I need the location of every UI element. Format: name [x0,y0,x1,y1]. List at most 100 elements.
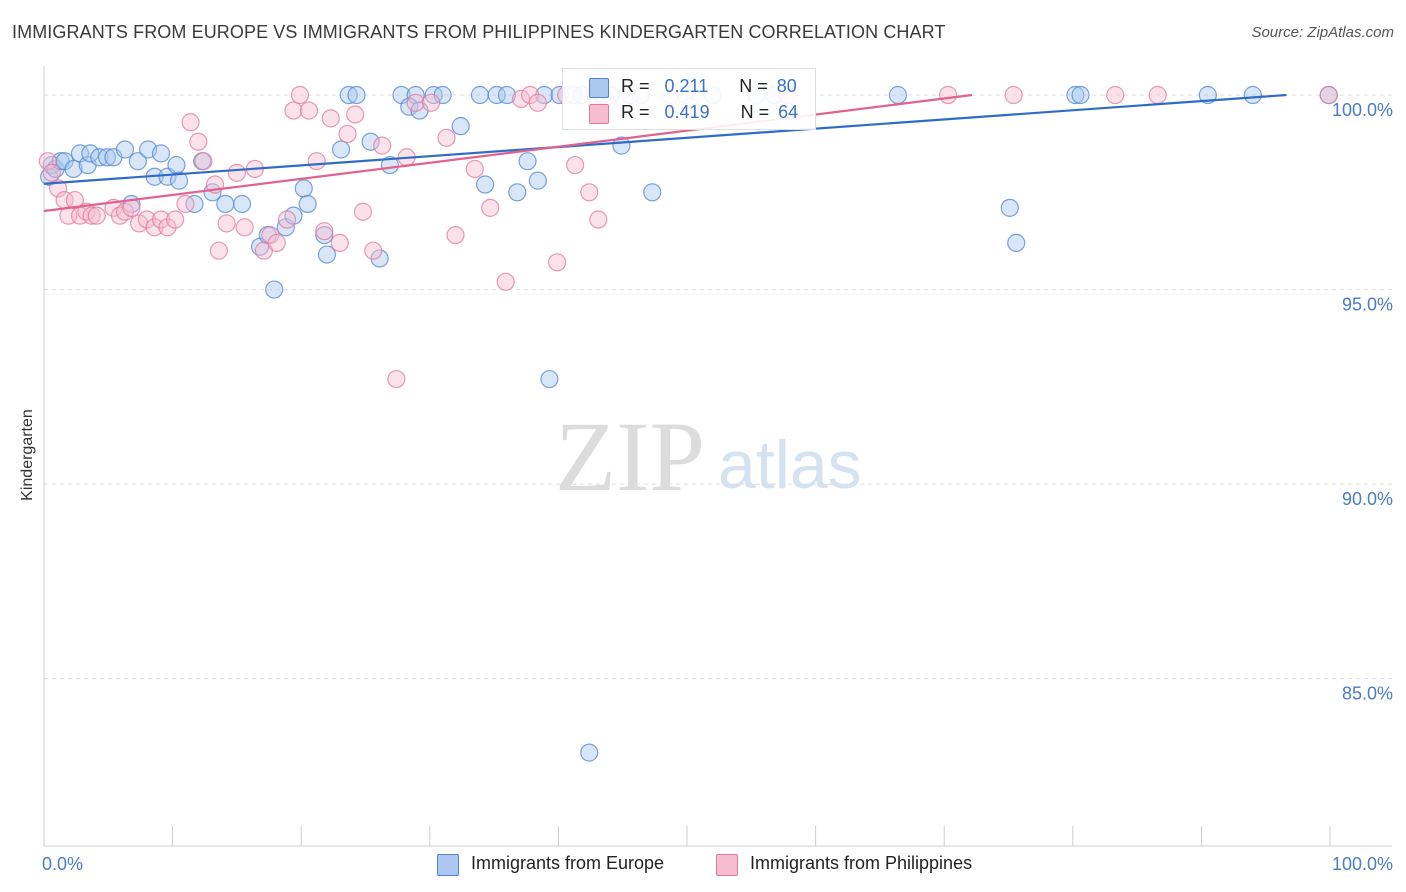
data-point-europe [347,85,366,105]
data-point-europe [643,183,662,202]
data-point-philippines [209,241,228,260]
data-point-europe [265,280,284,299]
data-point-philippines [166,210,185,229]
data-point-philippines [938,85,958,105]
data-point-philippines [387,369,406,389]
data-point-philippines [181,113,200,132]
correlation-legend: R = 0.211 N = 80 R = 0.419 N = 64 [562,68,816,130]
data-point-europe [518,152,537,171]
data-point-philippines [528,93,547,112]
axis-layer [43,66,1392,847]
watermark-atlas: atlas [718,427,862,503]
data-point-europe [151,144,171,163]
data-point-philippines [194,152,213,171]
data-point-philippines [496,272,515,291]
data-point-philippines [217,214,236,233]
chart-title: IMMIGRANTS FROM EUROPE VS IMMIGRANTS FRO… [12,22,946,42]
data-point-philippines [446,225,465,245]
bottom-legend-swatch-europe [437,854,459,876]
grid-layer [44,94,1392,680]
data-point-philippines [548,253,567,272]
data-point-philippines [421,93,441,112]
data-point-europe [331,140,351,159]
data-point-philippines [521,85,540,105]
data-point-europe [475,175,495,194]
legend-swatch-philippines [589,104,609,124]
watermark-zip: ZIP [555,401,705,512]
data-point-philippines [299,101,319,120]
x-tick-label: 100.0% [1332,854,1393,874]
data-point-europe [1000,198,1019,217]
trend-line-philippines [43,93,973,213]
data-point-europe [128,152,147,171]
data-point-europe [315,225,334,245]
data-point-philippines [227,163,246,182]
data-point-philippines [235,218,254,237]
watermark: ZIP atlas [555,401,862,512]
data-point-philippines [42,163,61,182]
data-point-europe [90,148,109,167]
data-point-europe [339,85,358,105]
data-point-europe [470,85,490,105]
data-point-europe [361,132,380,151]
data-point-philippines [373,136,392,155]
data-point-philippines [315,222,334,241]
data-point-philippines [137,210,156,229]
x-tick-label: 0.0% [42,854,83,874]
legend-text-philippines: R = 0.419 N = 64 [621,102,798,123]
data-point-philippines [338,124,357,144]
data-point-philippines [465,159,484,179]
data-point-philippines [566,155,585,175]
data-point-philippines [1004,85,1023,105]
tick-label-layer: 100.0% 95.0% 90.0% 85.0% 0.0% 100.0% [42,100,1393,874]
data-point-europe [216,194,235,214]
data-point-philippines [87,206,106,225]
legend-n-europe: 80 [776,76,797,96]
data-point-europe [1071,85,1090,105]
data-point-philippines [346,105,365,124]
data-point-philippines [307,152,326,171]
data-point-philippines [267,233,286,252]
data-point-europe [487,85,506,105]
data-point-philippines [82,206,101,225]
chart-source: Source: ZipAtlas.com [1251,24,1394,41]
data-point-philippines [277,210,297,229]
data-point-philippines [176,194,195,214]
data-point-europe [451,117,470,136]
data-point-philippines [481,198,500,217]
data-point-europe [540,369,559,389]
data-point-europe [169,171,189,190]
data-point-europe [888,85,908,105]
y-tick-label: 100.0% [1332,100,1393,120]
data-point-philippines [49,179,68,198]
data-point-philippines [580,183,599,202]
legend-r-label: R = [621,102,650,122]
data-point-philippines [330,233,349,252]
data-point-philippines [284,101,303,120]
legend-n-label: N = [740,102,770,122]
data-point-europe [232,194,252,214]
data-point-europe [298,194,317,214]
data-point-philippines [353,202,373,221]
data-point-philippines [189,132,208,151]
data-point-europe [167,155,186,175]
data-point-philippines [364,241,383,260]
data-point-europe [115,140,135,159]
data-point-philippines [437,128,456,147]
data-point-philippines [1106,85,1125,105]
bottom-legend-label-europe: Immigrants from Europe [471,853,665,873]
data-point-philippines [406,93,425,112]
data-point-europe [1066,85,1085,105]
legend-swatch-europe [589,78,609,98]
legend-r-europe: 0.211 [664,76,709,96]
y-tick-label: 90.0% [1342,489,1393,509]
data-point-europe [497,85,517,105]
data-point-philippines [290,85,310,105]
data-point-europe [1007,233,1026,252]
data-point-europe [1243,85,1262,105]
data-point-europe [64,159,83,179]
y-tick-label: 95.0% [1342,295,1393,315]
data-point-philippines [321,109,340,128]
data-point-europe [97,148,117,167]
